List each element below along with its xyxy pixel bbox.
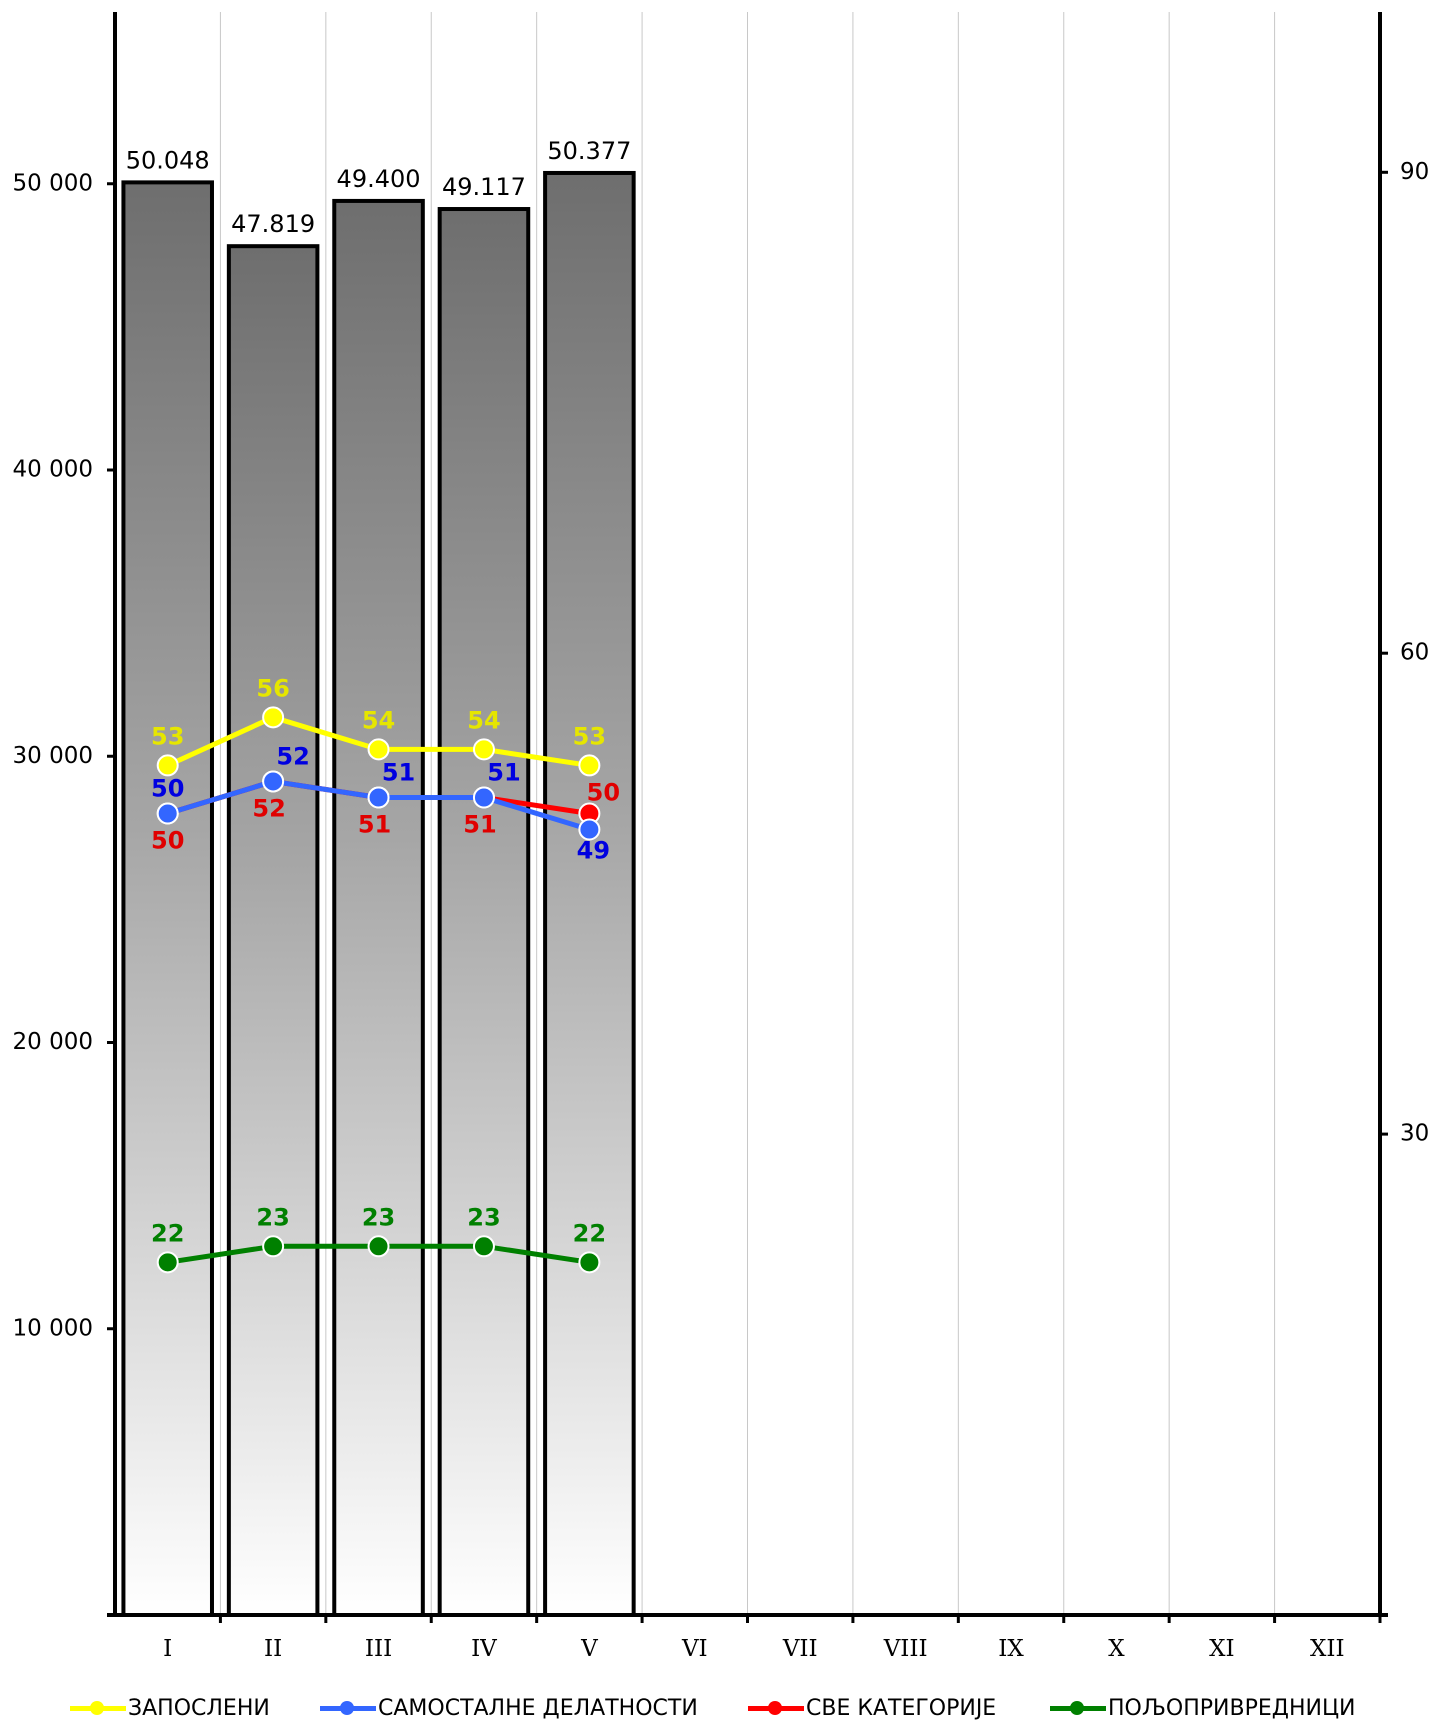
legend-label-poljoprivrednici: ПОЉОПРИВРЕДНИЦИ xyxy=(1108,1695,1356,1721)
right-tick-label: 90 xyxy=(1400,159,1429,185)
point-label: 51 xyxy=(463,810,496,838)
x-tick-label: IX xyxy=(998,1636,1024,1662)
x-tick-label: X xyxy=(1108,1636,1125,1662)
x-tick-label: I xyxy=(163,1636,172,1662)
point-label: 52 xyxy=(252,794,285,822)
legend-swatch-samostalne xyxy=(320,1701,376,1715)
x-tick-label: IV xyxy=(471,1636,497,1662)
bar xyxy=(543,170,636,1617)
bar-value-label: 50.048 xyxy=(126,146,210,174)
bar-value-label: 50.377 xyxy=(547,137,631,165)
x-tick-label: VI xyxy=(681,1636,708,1662)
bar-value-label: 49.117 xyxy=(442,173,526,201)
point-label: 52 xyxy=(276,742,309,770)
right-tick-label: 30 xyxy=(1400,1121,1429,1147)
point-label: 22 xyxy=(151,1219,184,1247)
legend-item-sve-kategorije: СВЕ КАТЕГОРИЈЕ xyxy=(748,1690,996,1726)
bar-value-label: 49.400 xyxy=(337,165,421,193)
bar xyxy=(121,180,214,1618)
point-label: 49 xyxy=(577,837,610,865)
point-label: 54 xyxy=(467,706,500,734)
point-label: 50 xyxy=(151,775,184,803)
series-point xyxy=(156,1251,179,1274)
series-point xyxy=(262,770,285,793)
point-label: 51 xyxy=(382,758,415,786)
legend-item-poljoprivrednici: ПОЉОПРИВРЕДНИЦИ xyxy=(1050,1690,1356,1726)
series-point xyxy=(156,802,179,825)
point-label: 56 xyxy=(256,674,289,702)
point-label: 22 xyxy=(573,1219,606,1247)
x-tick-label: V xyxy=(580,1636,598,1662)
legend-item-samostalne: САМОСТАЛНЕ ДЕЛАТНОСТИ xyxy=(320,1690,698,1726)
series-point xyxy=(578,1251,601,1274)
point-label: 54 xyxy=(362,706,395,734)
series-point xyxy=(472,738,495,761)
x-tick-label: XI xyxy=(1209,1636,1234,1662)
left-tick-label: 30 000 xyxy=(13,743,93,769)
series-lines xyxy=(156,706,601,1274)
x-tick-label: XII xyxy=(1310,1636,1345,1662)
legend: ЗАПОСЛЕНИ САМОСТАЛНЕ ДЕЛАТНОСТИ СВЕ КАТЕ… xyxy=(0,1690,1440,1726)
legend-label-zaposleni: ЗАПОСЛЕНИ xyxy=(128,1695,270,1721)
bars xyxy=(121,170,636,1618)
legend-label-sve-kategorije: СВЕ КАТЕГОРИЈЕ xyxy=(806,1695,997,1721)
left-tick-label: 20 000 xyxy=(13,1029,93,1055)
point-label: 51 xyxy=(358,810,391,838)
legend-swatch-poljoprivrednici xyxy=(1050,1701,1106,1715)
series-point xyxy=(367,786,390,809)
bar-value-label: 47.819 xyxy=(231,210,315,238)
legend-swatch-zaposleni xyxy=(70,1701,126,1715)
series-point xyxy=(367,738,390,761)
vertical-gridlines xyxy=(219,12,1276,1615)
x-tick-label: III xyxy=(365,1636,392,1662)
series-point xyxy=(578,818,601,841)
bar xyxy=(226,244,320,1617)
point-label: 23 xyxy=(362,1203,395,1231)
series-point xyxy=(472,786,495,809)
point-label: 53 xyxy=(151,722,184,750)
series-point xyxy=(578,754,601,777)
left-tick-label: 10 000 xyxy=(13,1315,93,1341)
point-label: 50 xyxy=(151,827,184,855)
point-label: 23 xyxy=(467,1203,500,1231)
labels: 50.048 47.819 49.400 49.117 50.377 53 56 54 54 53… xyxy=(126,137,632,1247)
left-tick-label: 50 000 xyxy=(13,170,93,196)
right-tick-label: 60 xyxy=(1400,640,1429,666)
series-point xyxy=(262,1235,285,1258)
bar xyxy=(437,207,531,1617)
point-label: 53 xyxy=(573,722,606,750)
bar xyxy=(332,198,425,1617)
x-tick-label: II xyxy=(264,1636,282,1662)
series-point xyxy=(262,706,285,729)
x-tick-label: VIII xyxy=(883,1636,928,1662)
x-tick-label: VII xyxy=(782,1636,818,1662)
point-label: 50 xyxy=(587,779,620,807)
series-point xyxy=(156,754,179,777)
series-point xyxy=(472,1235,495,1258)
point-label: 23 xyxy=(256,1203,289,1231)
legend-swatch-sve-kategorije xyxy=(748,1701,804,1715)
legend-label-samostalne: САМОСТАЛНЕ ДЕЛАТНОСТИ xyxy=(378,1695,698,1721)
series-point xyxy=(367,1235,390,1258)
point-label: 51 xyxy=(487,758,520,786)
left-tick-label: 40 000 xyxy=(13,457,93,483)
legend-item-zaposleni: ЗАПОСЛЕНИ xyxy=(70,1690,270,1726)
